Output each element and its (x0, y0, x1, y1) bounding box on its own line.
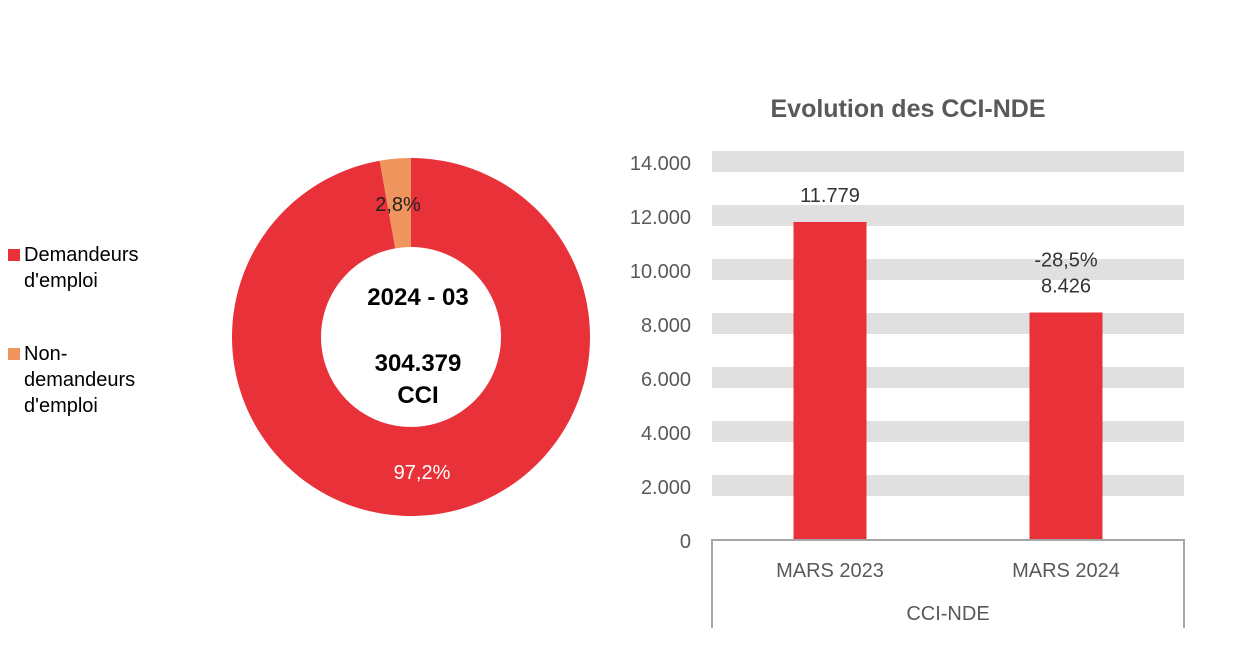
grid-band (712, 151, 1184, 172)
y-tick-label: 12.000 (630, 207, 691, 229)
bar-1 (1029, 312, 1103, 540)
bar-data-label: 11.779 (800, 185, 860, 207)
donut-center-unit: CCI (397, 382, 438, 409)
x-category-label: MARS 2023 (776, 560, 884, 582)
x-group-label: CCI-NDE (906, 603, 989, 625)
bar-data-label: 8.426 (1041, 275, 1091, 297)
y-tick-label: 4.000 (641, 423, 691, 445)
donut-chart (231, 158, 590, 516)
bar-change-label: -28,5% (1034, 249, 1098, 271)
y-tick-label: 10.000 (630, 261, 691, 283)
y-tick-label: 6.000 (641, 369, 691, 391)
donut-center-period: 2024 - 03 (367, 284, 468, 311)
y-tick-label: 0 (680, 531, 691, 553)
bar-chart-title: Evolution des CCI-NDE (770, 95, 1045, 123)
x-axis (711, 539, 1185, 628)
donut-slice-0 (231, 158, 590, 516)
donut-center-total: 304.379 (375, 350, 462, 377)
y-tick-label: 2.000 (641, 477, 691, 499)
y-tick-label: 8.000 (641, 315, 691, 337)
slice-label-non-demandeurs: 2,8% (375, 194, 421, 216)
legend-swatch (8, 249, 20, 261)
grid-band (712, 313, 1184, 334)
grid-band (712, 421, 1184, 442)
bar-chart: 0 2.000 4.000 6.000 8.000 10.000 12.000 14.000 1… (630, 151, 1185, 628)
legend-label: Non-demandeurs d'emploi (24, 343, 136, 417)
grid-band (712, 259, 1184, 280)
grid-band (712, 367, 1184, 388)
legend-label: Demandeurs d'emploi (24, 244, 139, 292)
legend-swatch (8, 348, 20, 360)
grid-band (712, 475, 1184, 496)
x-category-label: MARS 2024 (1012, 560, 1120, 582)
bar-0 (793, 221, 867, 541)
donut-slice-1 (379, 158, 411, 249)
y-tick-label: 14.000 (630, 153, 691, 175)
grid-band (712, 205, 1184, 226)
slice-label-demandeurs: 97,2% (394, 462, 451, 484)
